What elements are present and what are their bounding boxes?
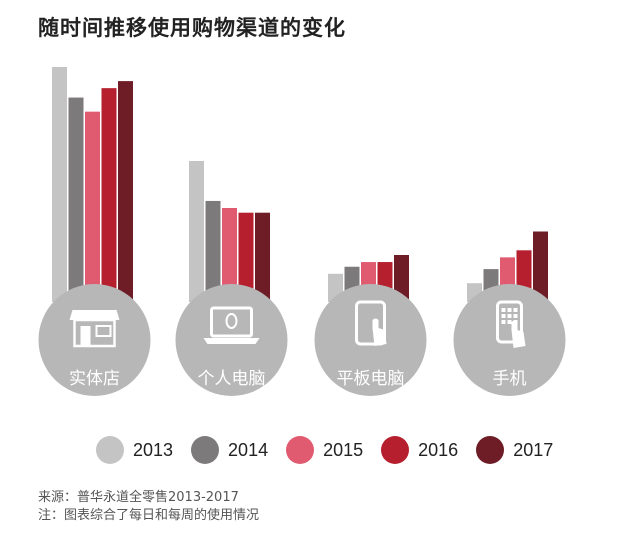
category-circle-3 [453,284,566,396]
legend-swatch [191,436,220,464]
tablet-touch-icon [355,300,387,346]
bar-2015-1 [222,208,237,302]
category-circles-layer: 实体店 个人电脑 平板电脑 手机 [38,284,566,396]
category-label-2: 平板电脑 [337,369,405,389]
bar-2017-3 [533,231,548,302]
bars-layer [52,67,548,303]
category-label-0: 实体店 [69,369,120,389]
bar-2015-0 [85,111,100,303]
footnotes: 来源：普华永道全零售2013-2017 注：图表综合了每日和每周的使用情况 [38,489,259,525]
legend-item-2014: 2014 [191,436,268,464]
bar-2016-1 [238,212,254,302]
category-label-3: 手机 [493,369,527,389]
bar-2017-2 [394,255,409,302]
bar-2013-0 [52,67,67,302]
bar-2016-0 [101,88,117,303]
bar-2017-1 [255,212,270,302]
category-circle-2 [314,284,427,396]
bar-2013-1 [189,161,204,302]
phone-touch-icon [496,300,526,348]
laptop-icon [203,306,260,344]
legend-label: 2016 [418,439,459,460]
legend-label: 2017 [513,439,554,460]
legend-swatch [476,436,505,464]
legend-swatch [381,436,410,464]
legend-item-2017: 2017 [476,436,553,464]
legend-item-2015: 2015 [286,436,363,464]
category-circle-0 [38,284,151,396]
legend-label: 2014 [228,439,269,460]
usage-note: 注：图表综合了每日和每周的使用情况 [38,508,260,523]
source-note: 来源：普华永道全零售2013-2017 [38,490,239,505]
legend-swatch [96,436,124,464]
bar-2014-0 [68,97,84,302]
storefront-icon [69,310,120,348]
legend-item-2016: 2016 [381,436,458,464]
legend-item-2013: 2013 [96,436,173,464]
category-label-1: 个人电脑 [198,369,266,389]
legend-label: 2013 [133,439,174,460]
legend-label: 2015 [323,439,364,460]
legend: 2013 2014 2015 2016 2017 [96,436,571,464]
bar-2017-0 [118,81,133,302]
bar-chart: 实体店 个人电脑 平板电脑 手机 [38,67,566,396]
legend-swatch [286,436,315,464]
bar-2014-1 [205,200,221,302]
chart-title: 随时间推移使用购物渠道的变化 [38,16,346,40]
